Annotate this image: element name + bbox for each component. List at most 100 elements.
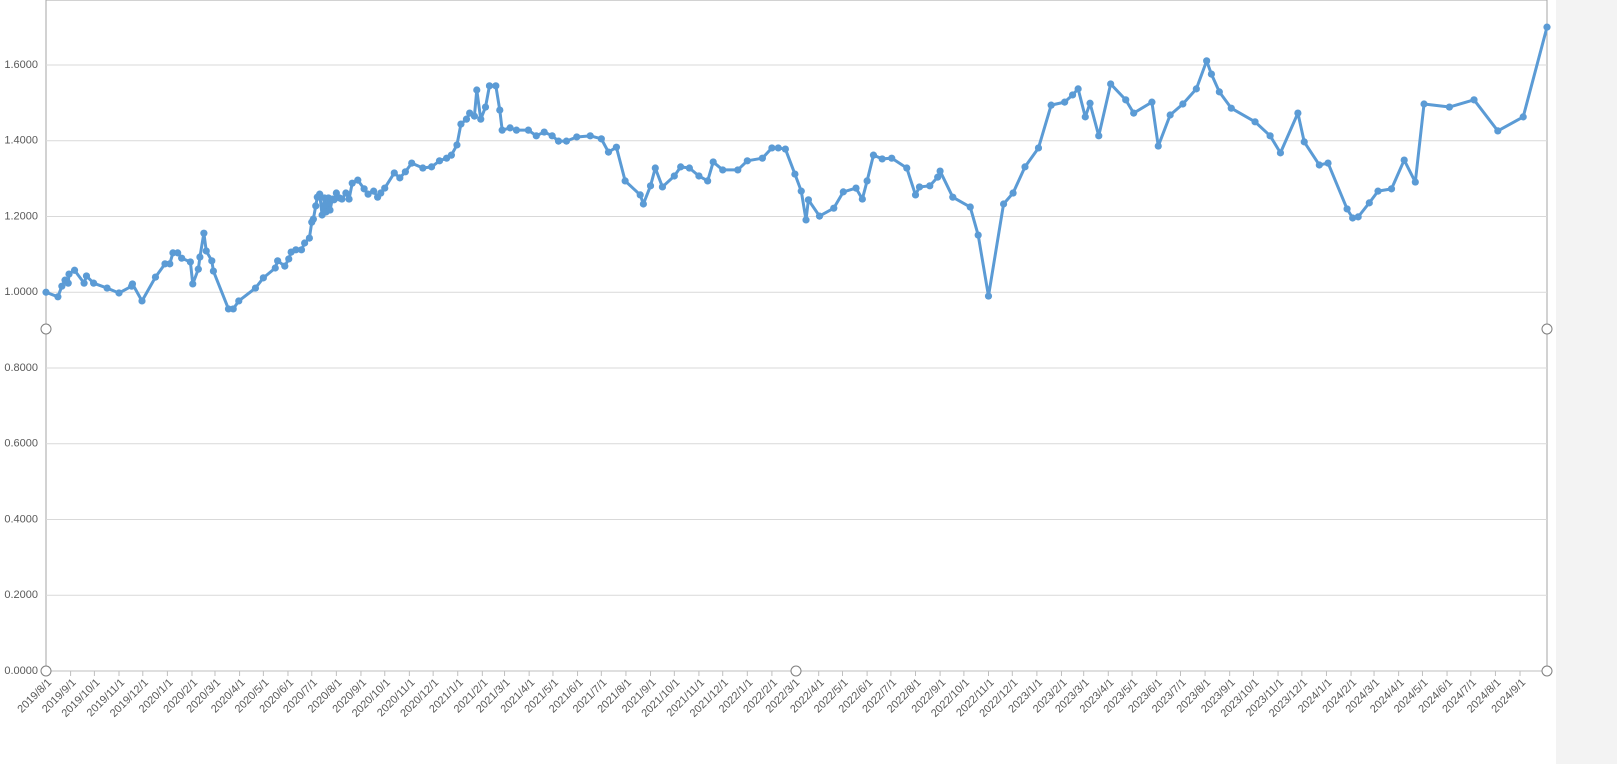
data-point [70, 266, 79, 274]
data-point [1021, 163, 1029, 171]
data-point [984, 292, 993, 300]
data-point [1374, 187, 1382, 195]
data-point [1192, 85, 1200, 93]
data-point [1349, 214, 1357, 222]
data-point [345, 195, 353, 203]
data-point [1166, 111, 1174, 119]
data-point [1266, 132, 1274, 140]
data-point [348, 179, 356, 187]
data-point [301, 239, 309, 247]
data-point [709, 158, 717, 166]
data-point [342, 189, 350, 197]
data-point [658, 183, 667, 191]
data-point [999, 200, 1008, 208]
y-tick-label: 0.2000 [4, 589, 38, 601]
y-tick-label: 0.4000 [4, 513, 38, 525]
data-point [90, 279, 98, 287]
data-point [974, 231, 982, 239]
data-point [1365, 199, 1373, 207]
handle[interactable] [1541, 323, 1553, 335]
data-point [115, 289, 123, 297]
data-point [305, 234, 313, 242]
data-point [194, 265, 202, 273]
data-point [774, 144, 782, 152]
data-point [1315, 161, 1323, 169]
data-point [1300, 138, 1308, 146]
data-point [1148, 98, 1156, 106]
data-point [477, 115, 485, 123]
data-point [532, 132, 540, 140]
data-point [1122, 96, 1130, 104]
data-point [1445, 103, 1454, 111]
data-point [174, 249, 182, 257]
data-point [621, 177, 629, 185]
data-point [401, 168, 409, 176]
data-point [82, 272, 91, 280]
data-point [839, 188, 847, 196]
data-point [934, 173, 942, 181]
data-point [338, 195, 346, 203]
data-point [524, 126, 532, 134]
data-point [573, 133, 581, 141]
data-point [1387, 185, 1396, 193]
data-point [1420, 100, 1428, 108]
data-point [151, 273, 160, 281]
data-point [259, 274, 267, 282]
data-point [396, 174, 404, 182]
data-point [863, 177, 871, 185]
data-point [903, 164, 911, 172]
data-point [1095, 132, 1103, 140]
data-point [758, 154, 766, 162]
data-point [1179, 100, 1187, 108]
data-point [646, 182, 655, 190]
data-point [540, 128, 548, 136]
data-point [1276, 149, 1285, 157]
data-point [297, 246, 306, 254]
data-point [492, 82, 500, 90]
data-point [1074, 85, 1082, 93]
data-point [512, 126, 521, 134]
data-point [604, 148, 613, 156]
data-point [209, 267, 217, 275]
data-point [251, 284, 260, 292]
data-point [390, 169, 398, 177]
data-point [64, 279, 72, 287]
data-point [309, 215, 317, 223]
y-tick-label: 1.6000 [4, 59, 38, 71]
data-point [281, 262, 289, 270]
data-point [768, 144, 776, 152]
data-point [457, 120, 465, 128]
data-point [719, 166, 727, 174]
data-point [554, 137, 563, 145]
handle[interactable] [790, 665, 802, 677]
data-point [888, 154, 896, 162]
data-point [869, 151, 878, 159]
handle[interactable] [40, 323, 52, 335]
data-point [229, 305, 237, 313]
data-point [636, 191, 644, 199]
data-point [743, 157, 751, 165]
data-point [427, 163, 436, 171]
data-point [704, 177, 712, 185]
data-point [58, 282, 66, 290]
data-point [202, 247, 210, 255]
data-point [651, 164, 659, 172]
data-point [734, 166, 742, 174]
data-point [1154, 142, 1162, 150]
data-point [54, 293, 62, 301]
data-point [797, 187, 805, 195]
handle[interactable] [40, 665, 52, 677]
data-point [42, 288, 50, 296]
data-point [911, 191, 920, 199]
handle[interactable] [1541, 665, 1553, 677]
data-point [485, 82, 494, 90]
data-point [926, 182, 934, 190]
data-point [1494, 127, 1502, 135]
data-point [1047, 101, 1055, 109]
data-point [949, 193, 957, 201]
data-point [166, 260, 174, 268]
data-point [1400, 156, 1408, 164]
